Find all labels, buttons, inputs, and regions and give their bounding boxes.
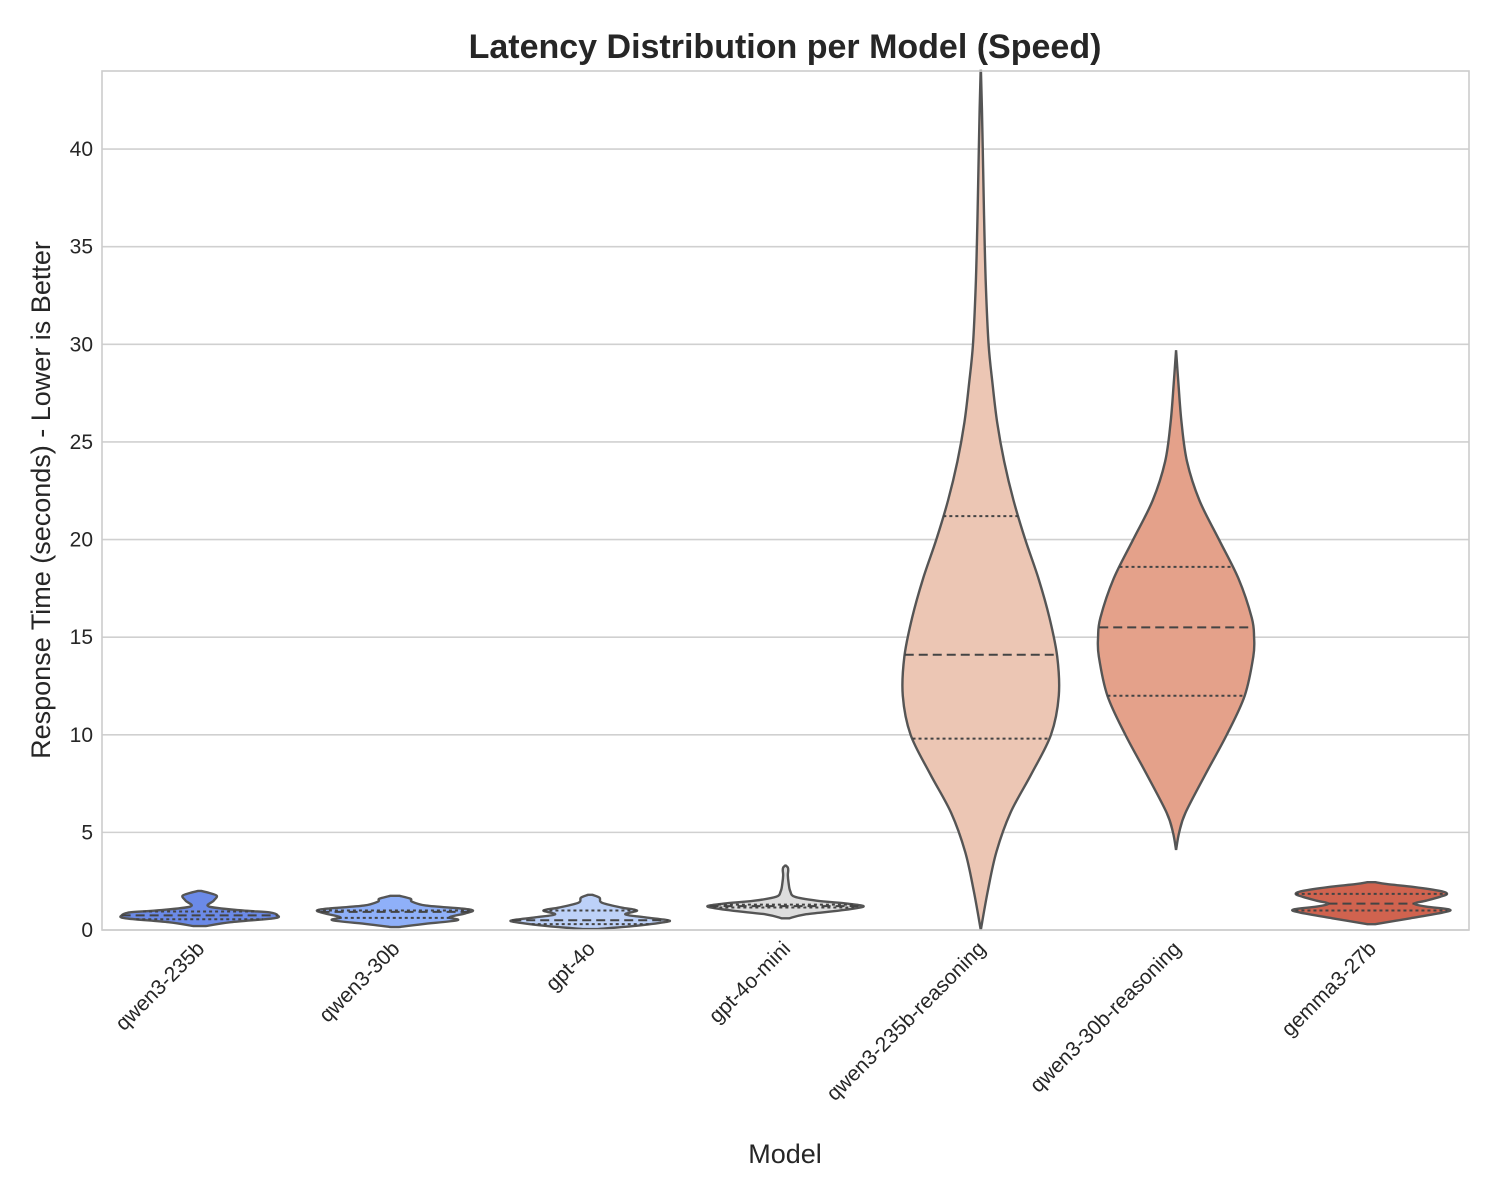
- y-tick-label: 30: [70, 333, 93, 356]
- violins: [119, 69, 1452, 931]
- x-tick-label: qwen3-235b-reasoning: [822, 937, 990, 1105]
- y-tick-label: 10: [70, 724, 93, 747]
- x-tick-label: qwen3-30b-reasoning: [1026, 937, 1186, 1097]
- violin-body: [901, 69, 1061, 931]
- y-tick-label: 0: [81, 919, 93, 942]
- x-tick-label: gpt-4o: [541, 937, 599, 995]
- y-tick-label: 35: [70, 236, 93, 259]
- x-tick-label: gemma3-27b: [1277, 937, 1381, 1041]
- x-tick-label: qwen3-235b: [111, 937, 209, 1035]
- y-tick-label: 40: [70, 138, 93, 161]
- grid-lines: [102, 148, 1469, 931]
- violin-gpt-4o-mini: [706, 864, 865, 920]
- chart-title: Latency Distribution per Model (Speed): [469, 28, 1102, 66]
- violin-qwen3-30b-reasoning: [1096, 350, 1256, 851]
- y-tick-label: 15: [70, 626, 93, 649]
- x-tick-label: gpt-4o-mini: [704, 937, 795, 1028]
- violin-body: [1096, 350, 1256, 851]
- y-tick-label: 5: [81, 821, 93, 844]
- y-axis-label: Response Time (seconds) - Lower is Bette…: [26, 241, 56, 759]
- violin-body: [119, 889, 281, 928]
- violin-qwen3-235b: [119, 889, 281, 928]
- violin-qwen3-30b: [315, 894, 475, 929]
- y-tick-label: 25: [70, 431, 93, 454]
- violin-gemma3-27b: [1291, 880, 1452, 926]
- violin-gpt-4o: [509, 893, 672, 931]
- y-tick-label: 20: [70, 529, 93, 552]
- violin-qwen3-235b-reasoning: [901, 69, 1061, 931]
- x-tick-labels: qwen3-235b qwen3-30b gpt-4o gpt-4o-mini qwen…: [111, 937, 1381, 1105]
- y-tick-labels: 0 5 10 15 20 25 30 35 40: [70, 138, 93, 942]
- x-axis-label: Model: [748, 1139, 822, 1169]
- x-tick-label: qwen3-30b: [315, 937, 405, 1027]
- violin-body: [706, 864, 865, 920]
- plot-frame: [101, 70, 1470, 931]
